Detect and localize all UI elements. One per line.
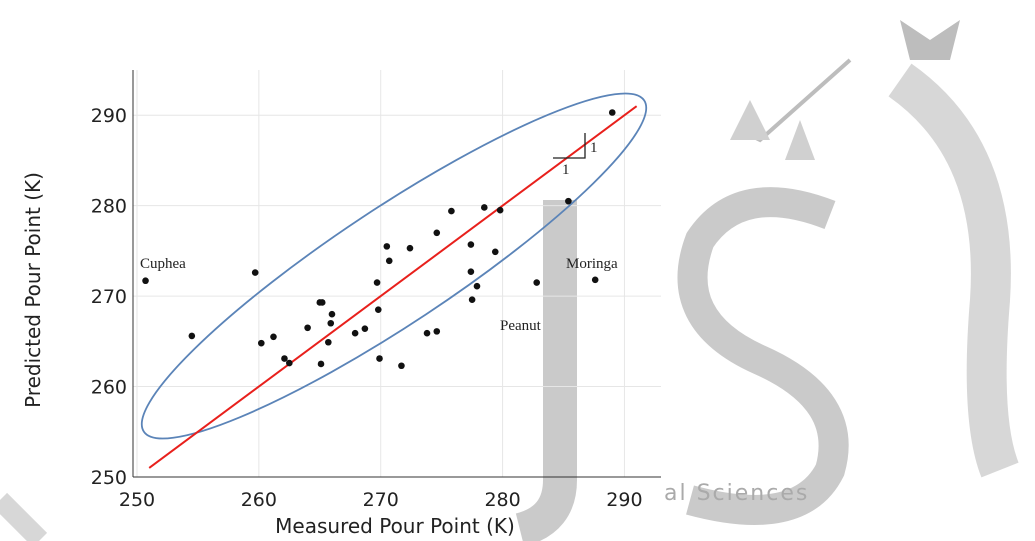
data-point [325, 338, 332, 346]
data-point [467, 268, 475, 275]
data-point [473, 282, 481, 290]
watermark-text: al Sciences [664, 481, 809, 506]
watermark-letter [515, 200, 577, 541]
watermark-shape [0, 492, 48, 541]
annotation: 1 [590, 140, 598, 156]
watermark-crown [900, 20, 960, 60]
data-point [448, 207, 455, 215]
data-point [328, 310, 336, 318]
confidence-ellipse [140, 92, 648, 440]
data-point [433, 328, 441, 335]
annotation: 1 [562, 162, 570, 178]
data-point [361, 325, 369, 332]
data-point [251, 269, 259, 276]
fit-line [148, 105, 638, 469]
data-point [406, 244, 414, 252]
x-tick-label: 250 [119, 489, 155, 511]
x-tick-label: 270 [363, 489, 399, 511]
data-point [468, 296, 476, 304]
annotation: Moringa [566, 256, 618, 272]
data-point [351, 329, 359, 337]
x-tick-label: 280 [484, 489, 520, 511]
data-point [374, 306, 382, 313]
data-point [496, 206, 504, 214]
watermark-scale [730, 100, 815, 160]
data-point [281, 355, 288, 362]
data-point [398, 362, 405, 370]
data-point [533, 279, 541, 286]
watermark-figure [888, 63, 1019, 478]
data-point [467, 241, 475, 248]
data-point [318, 299, 326, 306]
data-point [257, 339, 265, 347]
watermark-letter [677, 187, 849, 525]
data-point [433, 229, 441, 237]
y-tick-label: 250 [91, 467, 127, 489]
watermark [0, 20, 1019, 541]
data-point [304, 324, 311, 332]
data-point [491, 248, 499, 256]
y-tick-label: 290 [91, 105, 127, 127]
data-point [286, 359, 293, 367]
x-tick-label: 260 [241, 489, 277, 511]
annotation: Cuphea [140, 256, 186, 272]
y-tick-label: 270 [91, 286, 127, 308]
data-point [376, 355, 383, 362]
data-point [385, 257, 393, 265]
data-point [608, 109, 616, 116]
data-point [188, 332, 196, 340]
data-point [383, 243, 391, 250]
y-tick-label: 260 [91, 377, 127, 399]
data-point [373, 279, 381, 286]
data-point [270, 333, 277, 341]
data-point [591, 276, 599, 284]
y-tick-label: 280 [91, 196, 127, 218]
x-tick-label: 290 [606, 489, 642, 511]
data-point [327, 319, 335, 327]
y-axis-label: Predicted Pour Point (K) [21, 172, 45, 408]
annotation: Peanut [500, 318, 542, 334]
data-point [142, 277, 149, 285]
data-point [317, 360, 325, 368]
slope-triangle [553, 133, 586, 159]
plot-area: 250 260 270 280 290 250 260 270 280 290 Cuphea Mori… [91, 70, 661, 511]
x-axis-label: Measured Pour Point (K) [275, 514, 515, 538]
data-point [423, 329, 431, 337]
data-point [481, 204, 488, 211]
data-point [565, 197, 572, 205]
